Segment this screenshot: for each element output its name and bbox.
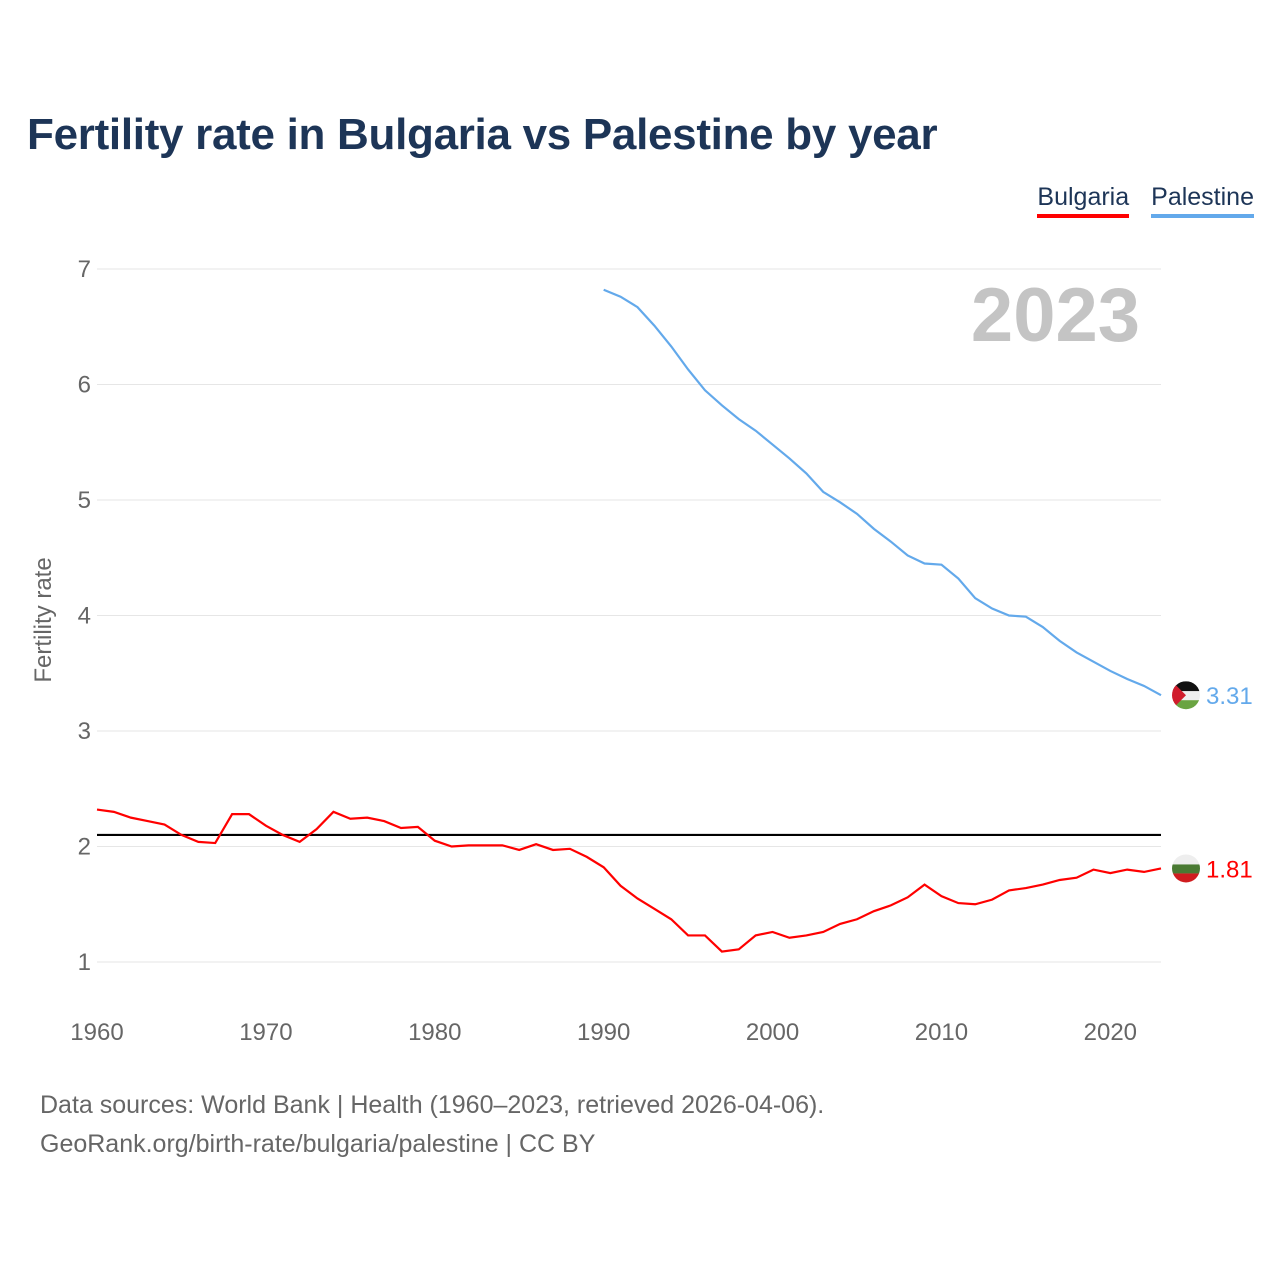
bulgaria-flag-icon: [1172, 854, 1200, 883]
x-tick-label: 2020: [1084, 1019, 1137, 1046]
y-tick-label: 1: [78, 949, 91, 976]
palestine-flag-icon: [1172, 681, 1200, 710]
y-tick-label: 5: [78, 487, 91, 514]
x-tick-label: 1980: [408, 1019, 461, 1046]
x-tick-label: 2010: [915, 1019, 968, 1046]
x-tick-label: 1960: [70, 1019, 123, 1046]
end-value-label-bulgaria: 1.81: [1206, 856, 1253, 883]
series-line-palestine: [603, 288, 1162, 697]
series-line-bulgaria: [96, 808, 1162, 953]
y-axis-label: Fertility rate: [30, 557, 57, 682]
y-tick-label: 4: [78, 603, 91, 630]
y-tick-label: 7: [78, 256, 91, 283]
legend: Bulgaria Palestine: [1037, 183, 1254, 218]
x-tick-label: 1990: [577, 1019, 630, 1046]
attribution-text: GeoRank.org/birth-rate/bulgaria/palestin…: [40, 1130, 596, 1158]
chart-title: Fertility rate in Bulgaria vs Palestine …: [27, 110, 938, 159]
legend-bulgaria[interactable]: Bulgaria: [1037, 183, 1130, 218]
legend-palestine[interactable]: Palestine: [1151, 183, 1254, 218]
end-value-label-palestine: 3.31: [1206, 683, 1253, 710]
source-text: Data sources: World Bank | Health (1960–…: [40, 1091, 825, 1119]
y-tick-label: 3: [78, 718, 91, 745]
footer: Data sources: World Bank | Health (1960–…: [40, 1086, 824, 1164]
x-tick-label: 1970: [239, 1019, 292, 1046]
y-tick-label: 2: [78, 834, 91, 861]
y-tick-label: 6: [78, 372, 91, 399]
x-tick-label: 2000: [746, 1019, 799, 1046]
year-watermark: 2023: [971, 273, 1140, 358]
